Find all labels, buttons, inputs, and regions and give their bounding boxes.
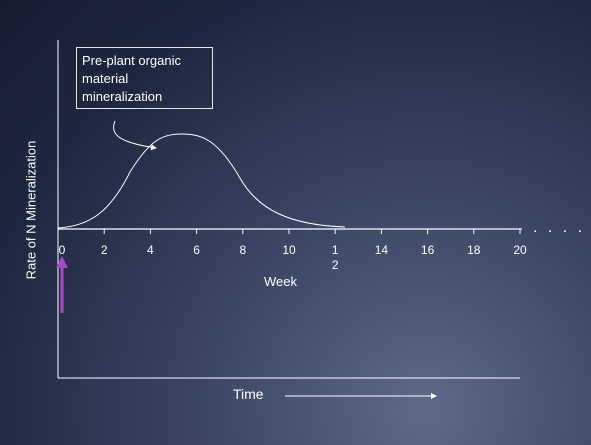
tick-label: 20 bbox=[513, 243, 527, 257]
continuation-ellipsis: . . . . bbox=[533, 219, 586, 236]
week-axis-label: Week bbox=[264, 274, 297, 289]
tick-label: 4 bbox=[147, 243, 154, 257]
tick-label: 2 bbox=[100, 243, 108, 257]
mineralization-curve bbox=[57, 133, 346, 229]
tick-label: 16 bbox=[420, 243, 435, 257]
tick-label: 8 bbox=[239, 243, 247, 257]
time-axis-label: Time bbox=[233, 386, 264, 402]
tick-label: 18 bbox=[467, 243, 481, 257]
tick-label: 14 bbox=[374, 243, 389, 257]
tick-label: 1 2 bbox=[331, 243, 339, 272]
callout-box: Pre-plant organic material mineralizatio… bbox=[76, 47, 213, 109]
tick-label: 10 bbox=[282, 243, 296, 257]
tick-label: 0 bbox=[58, 243, 66, 257]
y-axis-label: Rate of N Mineralization bbox=[23, 140, 39, 280]
tick-label: 6 bbox=[193, 243, 200, 257]
callout-pointer-arrow bbox=[113, 120, 157, 151]
tick-marks bbox=[57, 229, 521, 234]
